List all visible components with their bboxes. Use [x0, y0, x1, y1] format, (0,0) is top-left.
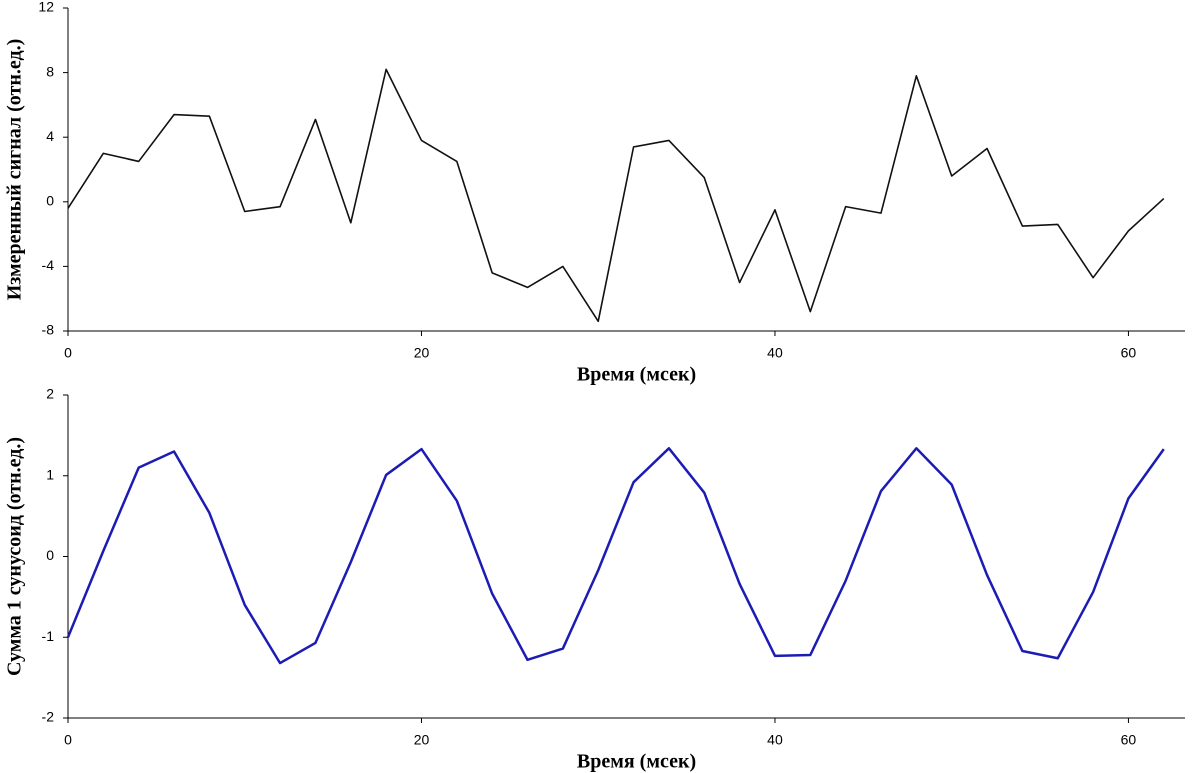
- y-tick-label: 8: [46, 63, 54, 79]
- y-tick-label: 4: [46, 128, 54, 144]
- x-tick-label: 40: [767, 732, 783, 748]
- line-series: [67, 68, 1165, 323]
- y-tick-label: 0: [46, 193, 54, 209]
- y-tick-label: -2: [42, 709, 55, 725]
- y-tick-label: -4: [42, 257, 55, 273]
- x-tick-label: 20: [414, 345, 430, 361]
- y-axis-label: Сумма 1 сунусоид (отн.ед.): [4, 437, 26, 676]
- y-tick-label: -8: [42, 322, 55, 338]
- x-tick-label: 60: [1121, 345, 1137, 361]
- x-axis-label: Время (мсек): [577, 751, 696, 773]
- x-tick-label: 40: [767, 345, 783, 361]
- x-tick-label: 20: [414, 732, 430, 748]
- x-tick-label: 0: [64, 732, 72, 748]
- y-tick-label: 0: [46, 547, 54, 563]
- y-tick-label: -1: [42, 628, 55, 644]
- y-tick-label: 12: [38, 0, 54, 15]
- x-tick-label: 60: [1121, 732, 1137, 748]
- y-tick-label: 2: [46, 386, 54, 402]
- x-axis-label: Время (мсек): [577, 364, 696, 386]
- x-tick-label: 0: [64, 345, 72, 361]
- line-series: [66, 447, 1165, 665]
- y-tick-label: 1: [46, 466, 54, 482]
- y-axis-label: Измеренный сигнал (отн.ед.): [4, 39, 26, 301]
